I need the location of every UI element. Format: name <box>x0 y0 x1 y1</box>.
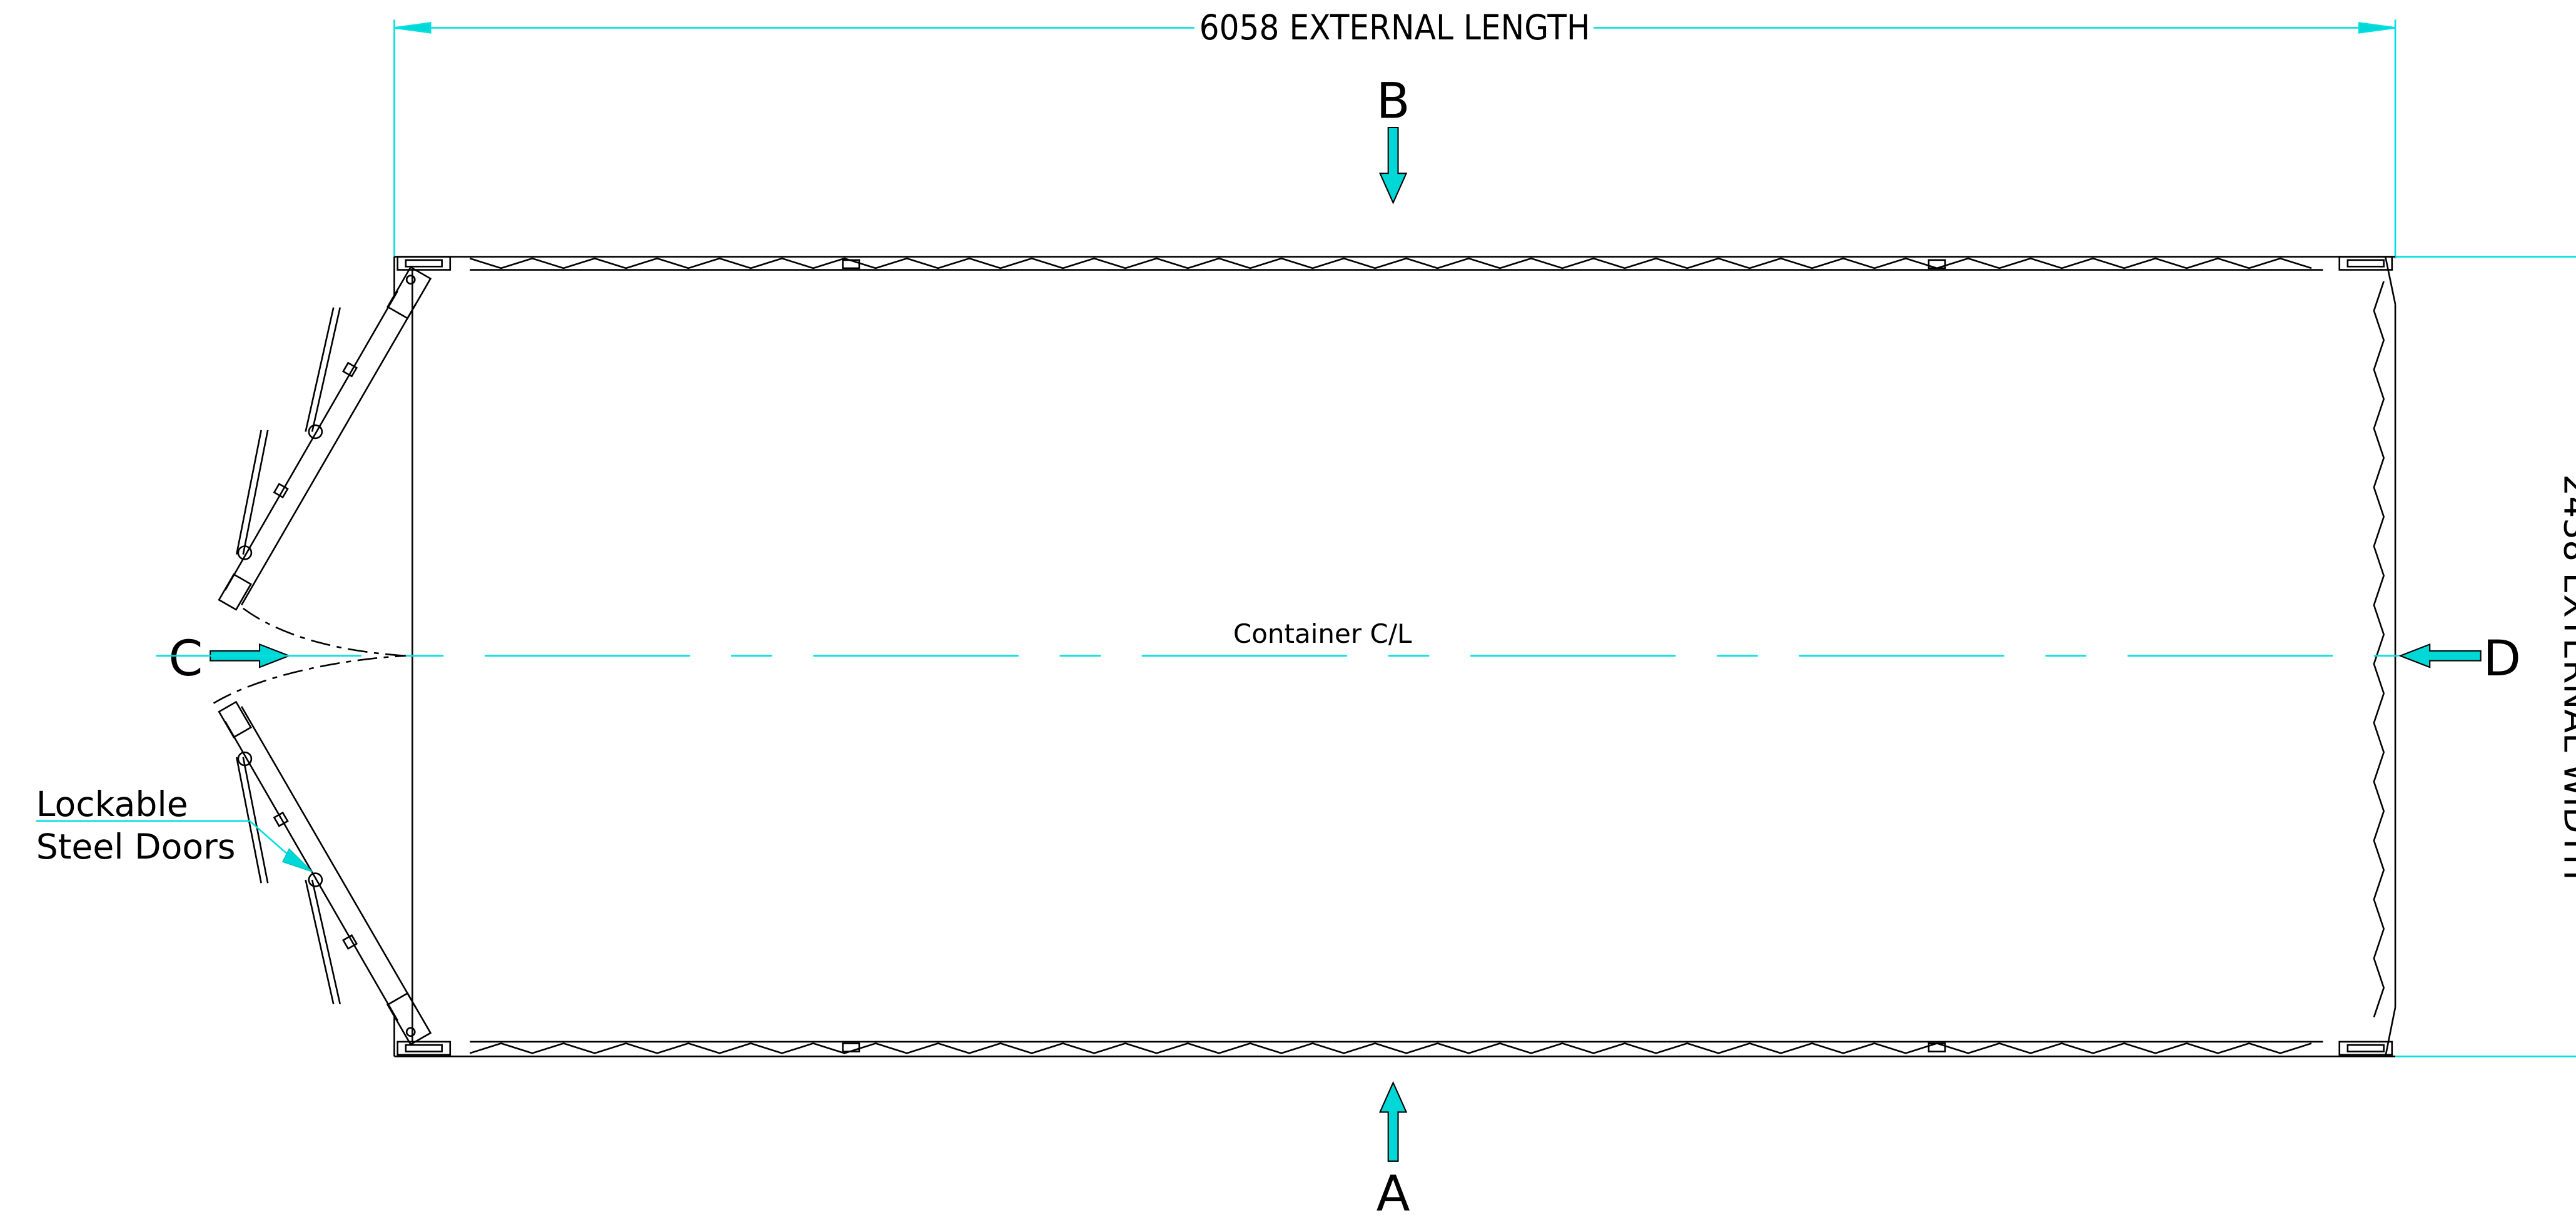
view-marker-d: D <box>2398 630 2521 687</box>
view-arrow-a <box>1378 1081 1408 1162</box>
view-marker-c: C <box>168 630 291 687</box>
door-upper-leaf <box>218 266 432 657</box>
view-label-a: A <box>1376 1164 1410 1220</box>
door-lower-leaf <box>213 655 432 1046</box>
length-arrowhead-left <box>394 22 432 34</box>
door-handle-upper-2 <box>237 545 253 560</box>
corrugation-bottom-wall <box>469 1042 2312 1054</box>
corner-casting-top-left <box>397 256 452 271</box>
width-dimension <box>2395 256 2576 1057</box>
door-handle-lower-1 <box>237 751 253 767</box>
corner-casting-bottom-right <box>2338 1041 2393 1056</box>
door-callout-line1: Lockable <box>36 784 188 824</box>
view-marker-b: B <box>1376 72 1410 204</box>
view-label-b: B <box>1376 72 1410 129</box>
width-dimension-label: 2438 EXTERNAL WIDTH <box>2557 474 2576 880</box>
door-callout-leader <box>36 820 293 860</box>
corner-casting-bottom-left <box>397 1041 452 1056</box>
centerline-label: Container C/L <box>1233 618 1412 649</box>
view-label-d: D <box>2483 630 2521 687</box>
corrugation-top-wall <box>469 257 2312 270</box>
door-callout: Lockable Steel Doors <box>36 784 313 872</box>
view-marker-a: A <box>1376 1081 1410 1220</box>
door-callout-line2: Steel Doors <box>36 827 236 867</box>
corrugation-rear-wall <box>2373 281 2385 1018</box>
view-label-c: C <box>168 630 203 687</box>
length-arrowhead-right <box>2358 22 2396 34</box>
length-dimension <box>393 19 2397 259</box>
view-arrow-b <box>1378 126 1408 204</box>
door-callout-arrowhead <box>281 848 313 872</box>
door-handle-lower-2 <box>308 872 323 887</box>
door-handle-upper-1 <box>308 424 323 440</box>
corner-casting-top-right <box>2338 256 2393 271</box>
length-dimension-label: 6058 EXTERNAL LENGTH <box>1200 8 1590 48</box>
view-arrow-d <box>2398 643 2482 668</box>
